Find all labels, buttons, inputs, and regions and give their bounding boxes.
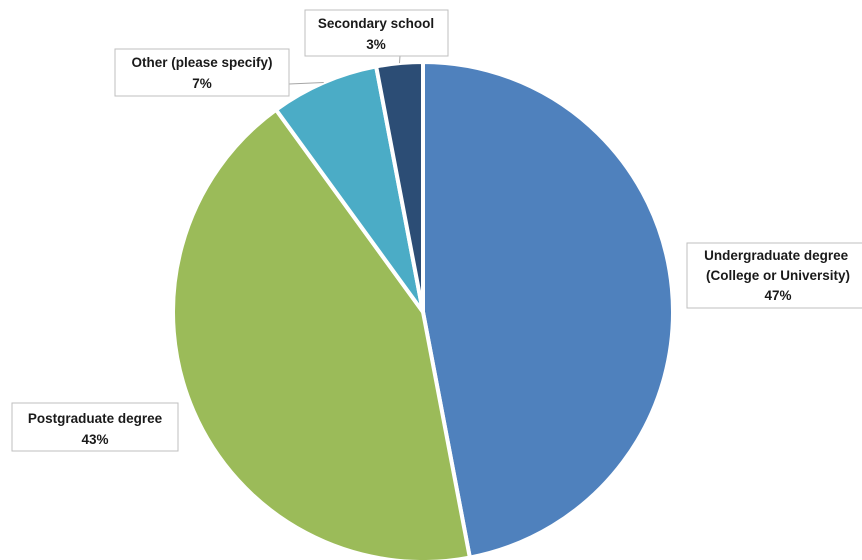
leader-lines (288, 55, 401, 85)
data-label-secondary: Secondary school 3% (304, 9, 449, 57)
label-undergraduate-line1: Undergraduate degree (704, 248, 849, 263)
label-secondary-line1: Secondary school (318, 16, 434, 31)
label-undergraduate-pct: 47% (764, 288, 791, 303)
slice-postgraduate (171, 107, 472, 560)
pie-slices (171, 60, 675, 560)
label-postgraduate-pct: 43% (81, 432, 108, 447)
label-other-line1: Other (please specify) (131, 55, 272, 70)
data-label-other: Other (please specify) 7% (114, 48, 290, 97)
slice-undergraduate (421, 60, 675, 560)
leader-line-secondary (398, 55, 401, 64)
svg-text:Undergraduate degree (Co: Undergraduate degree (College or Univers… (704, 248, 852, 283)
label-postgraduate-line1: Postgraduate degree (28, 411, 163, 426)
data-label-postgraduate: Postgraduate degree 43% (11, 402, 179, 452)
label-other-pct: 7% (192, 76, 212, 91)
slice-secondary (374, 60, 425, 314)
data-label-undergraduate: Undergraduate degree (College or Univers… (686, 242, 862, 309)
label-undergraduate-line2: (College or University) (706, 268, 850, 283)
label-secondary-pct: 3% (366, 37, 386, 52)
leader-line-other (288, 82, 324, 85)
